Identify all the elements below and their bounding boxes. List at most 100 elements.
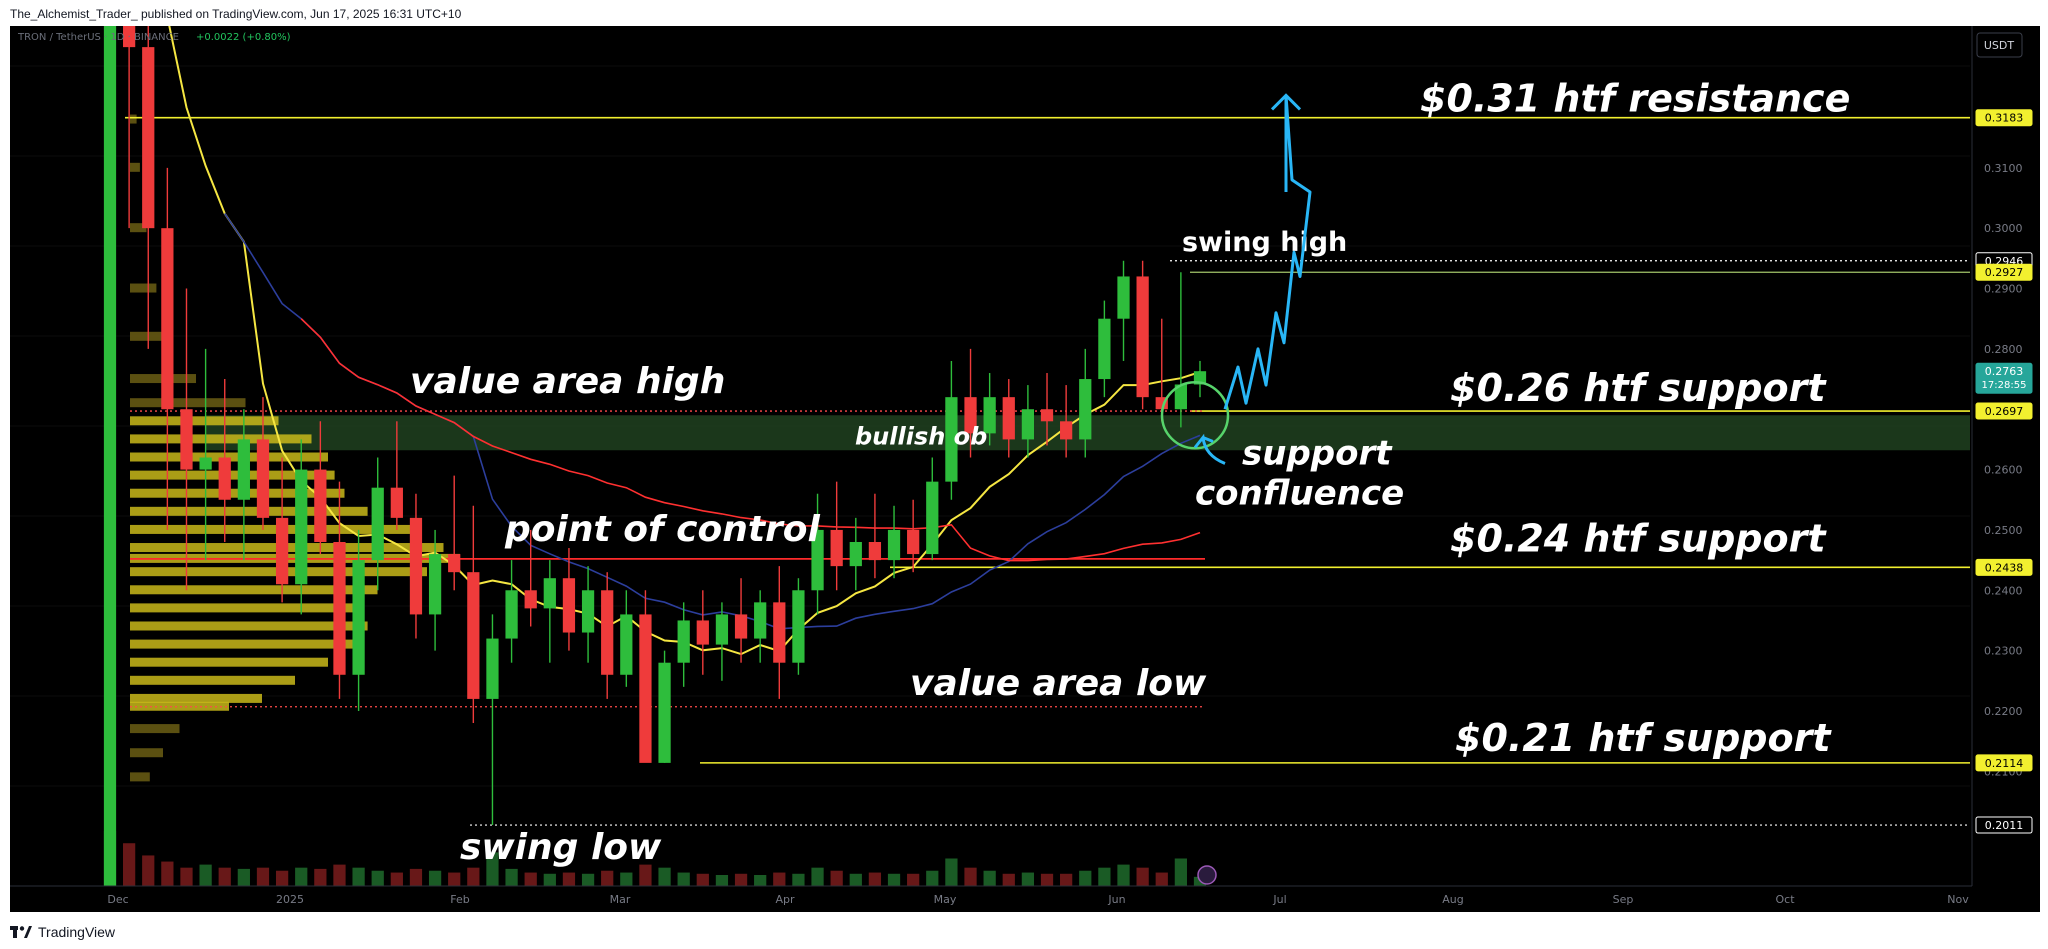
time-tick-label: Dec (107, 893, 128, 906)
candle-body[interactable] (409, 517, 423, 615)
candle-body[interactable] (237, 439, 250, 500)
candle-body[interactable] (696, 620, 709, 645)
candle-body[interactable] (428, 554, 442, 615)
candle-body[interactable] (734, 614, 748, 639)
volume-bar (792, 873, 805, 886)
candle-body[interactable] (448, 554, 461, 573)
candle-body[interactable] (887, 529, 901, 561)
candle-body[interactable] (199, 457, 212, 470)
candle-body[interactable] (601, 590, 614, 675)
candle-body[interactable] (218, 457, 231, 500)
volume-bar (868, 872, 882, 886)
candle-body[interactable] (830, 529, 843, 567)
candle-body[interactable] (964, 397, 977, 434)
candle-body[interactable] (161, 228, 174, 410)
tradingview-brand-label: TradingView (38, 924, 116, 940)
candle-body[interactable] (371, 487, 384, 561)
volume-bar (180, 867, 193, 886)
volume-profile-bar (130, 772, 150, 782)
candle-body[interactable] (792, 590, 805, 663)
price-chart[interactable]: $0.31 htf resistance $0.26 htf support $0.… (10, 0, 2040, 912)
candle-body[interactable] (543, 578, 556, 609)
volume-bar (295, 867, 308, 886)
volume-bar (945, 858, 958, 886)
price-label-badge (1975, 754, 2033, 772)
price-tick-label: 0.2500 (1984, 524, 2023, 537)
candle-body[interactable] (868, 542, 882, 561)
candle-body[interactable] (467, 572, 480, 699)
volume-bar (524, 872, 537, 886)
volume-bar (237, 868, 250, 886)
candle-body[interactable] (677, 620, 690, 663)
annotation-support-confluence-2: confluence (1195, 473, 1404, 513)
candle-body[interactable] (103, 0, 117, 886)
candle-body[interactable] (505, 590, 518, 639)
confluence-circle (1160, 381, 1230, 450)
chart-background (10, 26, 2040, 912)
candle-body[interactable] (1098, 318, 1111, 380)
candle-body[interactable] (658, 662, 671, 763)
volume-bar (1155, 872, 1168, 886)
volume-bar (754, 875, 767, 886)
candle-body[interactable] (314, 469, 327, 542)
volume-bar (142, 855, 155, 886)
candle-body[interactable] (142, 47, 155, 229)
volume-bar (983, 870, 996, 886)
candle-body[interactable] (256, 439, 270, 518)
volume-profile-bar (130, 434, 312, 444)
price-label-badge (1975, 109, 2033, 127)
volume-bar (773, 872, 786, 886)
candle-body[interactable] (811, 529, 824, 591)
annotation-bullish-ob: bullish ob (855, 422, 987, 450)
lightning-icon[interactable] (1197, 865, 1217, 885)
volume-bar (371, 870, 384, 886)
candle-body[interactable] (1117, 276, 1130, 319)
time-tick-label: Jul (1272, 893, 1286, 906)
chart-frame[interactable]: $0.31 htf resistance $0.26 htf support $0.… (10, 0, 2040, 912)
candle-body[interactable] (1079, 379, 1092, 440)
volume-profile-bar (130, 416, 279, 426)
candle-body[interactable] (275, 517, 289, 585)
candle-body[interactable] (333, 542, 346, 675)
candle-body[interactable] (773, 602, 786, 663)
price-label-text: 0.2927 (1985, 266, 2024, 279)
volume-profile-bar (130, 452, 328, 462)
annotation-resistance: $0.31 htf resistance (1420, 77, 1850, 121)
candle-body[interactable] (945, 397, 958, 482)
volume-profile-bar (130, 657, 328, 667)
time-tick-label: Aug (1442, 893, 1463, 906)
candle-body[interactable] (1060, 421, 1073, 440)
candle-body[interactable] (620, 614, 633, 675)
candle-body[interactable] (1021, 409, 1035, 440)
candle-body[interactable] (754, 602, 767, 639)
candle-body[interactable] (983, 397, 996, 434)
volume-bar (1040, 873, 1054, 886)
volume-bar (601, 870, 614, 886)
candle-body[interactable] (1174, 384, 1187, 410)
tradingview-brand[interactable]: TradingView (10, 924, 115, 940)
candle-body[interactable] (639, 614, 652, 763)
volume-bar (161, 861, 174, 886)
volume-bar (448, 872, 461, 886)
candle-body[interactable] (180, 409, 193, 470)
time-tick-label: Mar (610, 893, 631, 906)
annotation-value-area-high: value area high (410, 361, 725, 402)
candle-body[interactable] (1040, 409, 1054, 422)
volume-bar (562, 872, 576, 886)
candle-body[interactable] (524, 590, 537, 609)
candle-body[interactable] (907, 529, 920, 555)
candle-body[interactable] (562, 578, 576, 633)
candle-body[interactable] (352, 560, 365, 675)
candle-body[interactable] (849, 542, 862, 567)
volume-profile-bar (130, 701, 229, 711)
currency-button[interactable]: USDT (1976, 32, 2023, 58)
candle-body[interactable] (926, 481, 939, 555)
candle-body[interactable] (715, 614, 729, 645)
candle-body[interactable] (486, 638, 499, 699)
candle-body[interactable] (1002, 397, 1015, 440)
time-tick-label: Jun (1107, 893, 1125, 906)
candle-body[interactable] (390, 487, 403, 518)
candle-body[interactable] (1136, 276, 1149, 398)
candle-body[interactable] (295, 469, 308, 585)
candle-body[interactable] (581, 590, 595, 633)
